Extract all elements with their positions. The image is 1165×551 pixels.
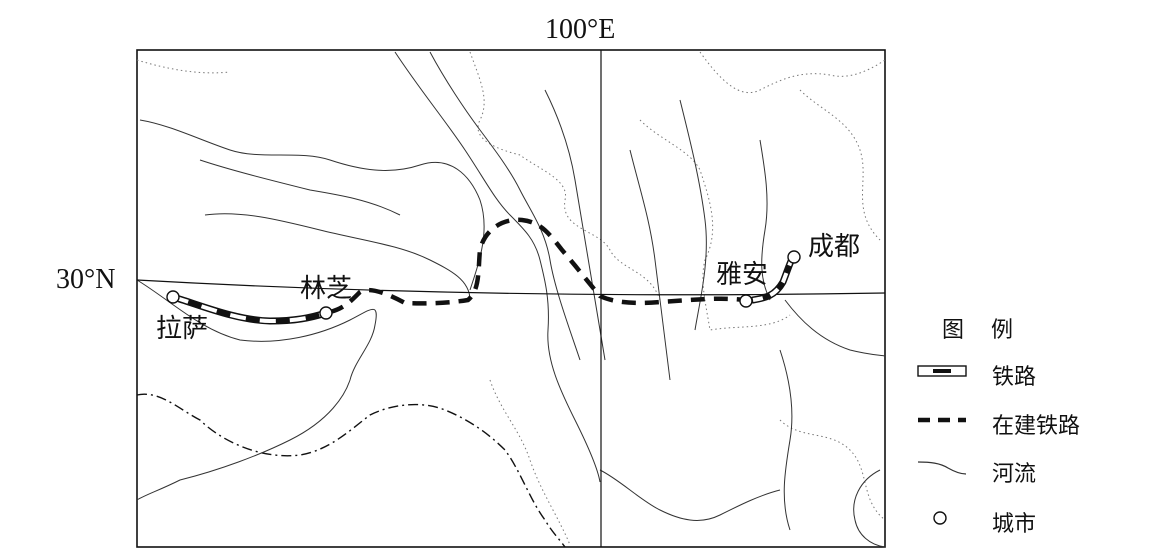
city-marker-chengdu [787, 250, 801, 264]
longitude-label: 100°E [545, 14, 616, 45]
city-marker-nyingchi [319, 306, 333, 320]
city-label-yaan: 雅安 [716, 260, 769, 290]
boundaries-dotted [136, 51, 886, 546]
national-border [136, 393, 566, 548]
railway-under-construction [329, 217, 746, 315]
latitude-label: 30°N [56, 264, 116, 295]
legend-label-river: 河流 [992, 462, 1037, 487]
city-label-lhasa: 拉萨 [156, 314, 209, 344]
city-marker-yaan [739, 294, 753, 308]
railway-lhasa-nyingchi [169, 293, 330, 325]
legend-label-city: 城市 [992, 512, 1037, 537]
legend-item-railway: 铁路 [912, 356, 1152, 390]
legend-item-river: 河流 [912, 453, 1152, 487]
rivers [136, 51, 886, 548]
legend-symbols [917, 365, 967, 525]
legend-item-city: 城市 [912, 503, 1152, 537]
city-label-nyingchi: 林芝 [300, 274, 353, 304]
map-frame [136, 49, 886, 548]
legend-title: 图 例 [942, 318, 1023, 343]
city-markers [166, 250, 801, 320]
legend-label-railway: 铁路 [992, 365, 1037, 390]
legend-label-railway-under-construction: 在建铁路 [992, 414, 1081, 439]
city-label-chengdu: 成都 [808, 232, 861, 262]
city-marker-lhasa [166, 290, 180, 304]
legend-item-railway-under-construction: 在建铁路 [912, 405, 1152, 439]
